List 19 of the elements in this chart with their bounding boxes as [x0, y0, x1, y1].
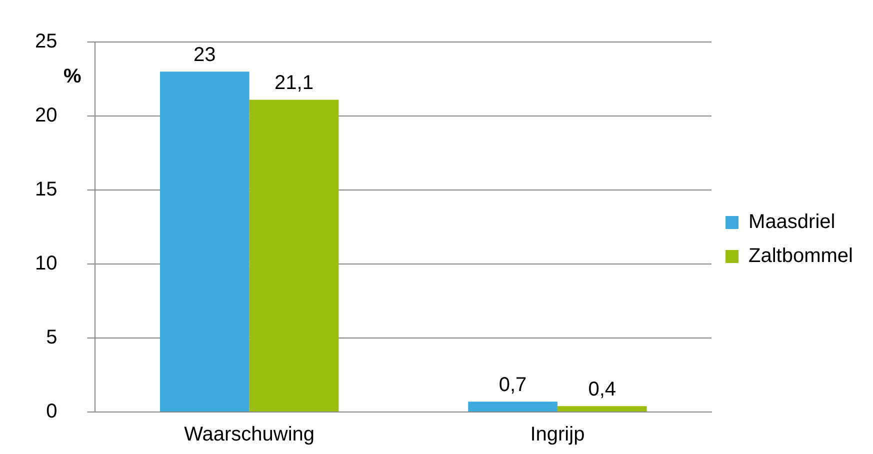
y-tick-label: 10	[34, 252, 58, 275]
data-label: 21,1	[274, 72, 314, 94]
data-label: 0,4	[588, 378, 616, 401]
data-label: 23	[194, 44, 216, 66]
bar	[468, 402, 558, 412]
y-tick-label: 0	[46, 400, 58, 423]
y-tick-label: 20	[34, 104, 58, 127]
y-tick-label: 5	[46, 326, 58, 349]
x-tick-label: Waarschuwing	[184, 424, 315, 446]
data-label: 0,7	[498, 374, 527, 396]
legend-label: Zaltbommel	[748, 245, 854, 268]
bar	[249, 100, 339, 412]
x-tick-label: Ingrijp	[530, 424, 585, 446]
legend-label: Maasdriel	[748, 211, 836, 234]
bar	[160, 72, 250, 412]
y-tick-label: 15	[34, 178, 58, 201]
y-axis-title: %	[63, 66, 82, 88]
y-tick-label: 25	[34, 30, 58, 53]
bar	[557, 406, 647, 412]
